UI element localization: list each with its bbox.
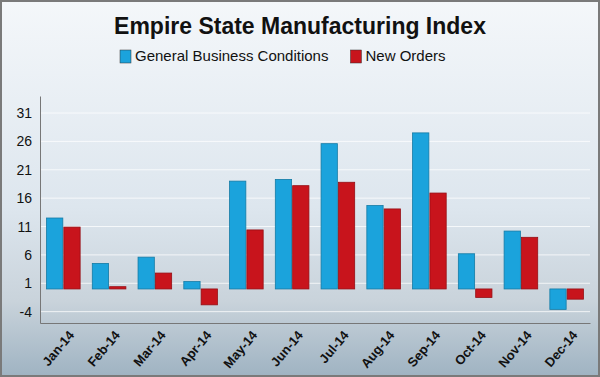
x-tick-label: Jan-14: [39, 327, 77, 369]
x-tick: Oct-14: [452, 323, 490, 368]
bar: [230, 181, 246, 289]
x-tick: Apr-14: [177, 323, 215, 369]
bar: [201, 289, 217, 305]
legend: General Business Conditions New Orders: [120, 47, 445, 64]
background: [1, 1, 599, 376]
y-tick-label: 1: [24, 275, 32, 291]
bar: [138, 257, 154, 289]
legend-label: General Business Conditions: [135, 47, 328, 64]
x-tick-label: Mar-14: [130, 327, 169, 369]
legend-swatch: [350, 50, 361, 63]
grid: [40, 113, 590, 312]
bar: [504, 231, 520, 289]
x-tick: Sep-14: [404, 323, 443, 370]
x-tick: Jun-14: [268, 323, 307, 369]
legend-swatch: [120, 50, 131, 63]
bar: [110, 287, 126, 289]
y-tick-label: 16: [16, 190, 32, 206]
y-tick: 16: [16, 190, 40, 206]
x-tick-label: Sep-14: [404, 327, 443, 370]
y-tick-label: 11: [17, 219, 32, 235]
bar: [430, 193, 446, 289]
x-tick-label: Dec-14: [542, 327, 581, 370]
x-axis: Jan-14Feb-14Mar-14Apr-14May-14Jun-14Jul-…: [39, 323, 590, 371]
x-tick-label: Nov-14: [495, 327, 535, 370]
x-tick-label: Oct-14: [452, 327, 490, 368]
x-tick-label: Jun-14: [268, 327, 307, 369]
bar: [476, 289, 492, 298]
x-tick-label: Aug-14: [358, 327, 398, 371]
x-axis-line: [41, 323, 591, 324]
bar: [155, 273, 171, 289]
y-tick: 21: [16, 162, 40, 178]
chart: Empire State Manufacturing Index General …: [0, 0, 600, 377]
bar: [64, 227, 80, 289]
x-tick-label: Jul-14: [316, 327, 352, 366]
y-tick: 26: [16, 133, 40, 149]
y-tick-label: 21: [16, 162, 32, 178]
y-tick-label: 26: [16, 133, 32, 149]
grid-line: [40, 226, 590, 227]
x-tick: Mar-14: [130, 323, 169, 369]
y-tick-label: -4: [20, 304, 33, 320]
bar: [184, 282, 200, 289]
title: Empire State Manufacturing Index: [114, 13, 486, 39]
legend-item: New Orders: [350, 47, 445, 64]
x-tick-label: Feb-14: [85, 327, 124, 369]
bar: [413, 133, 429, 289]
grid-line: [40, 141, 590, 142]
x-tick: May-14: [220, 323, 260, 371]
y-tick: 11: [17, 219, 40, 235]
bars: [47, 133, 584, 309]
x-tick-label: May-14: [220, 327, 260, 371]
grid-line: [40, 311, 590, 312]
y-tick-label: 31: [16, 105, 32, 121]
grid-line: [40, 113, 590, 114]
bar: [321, 144, 337, 289]
x-tick: Jul-14: [316, 323, 352, 366]
x-tick: Jan-14: [39, 323, 77, 369]
x-tick: Dec-14: [542, 323, 581, 370]
bar: [384, 209, 400, 289]
bar: [247, 230, 263, 289]
bar: [47, 218, 63, 289]
bar: [521, 237, 537, 289]
grid-line: [40, 169, 590, 170]
bar: [458, 254, 474, 289]
y-tick-label: 6: [24, 247, 32, 263]
bar: [567, 289, 583, 299]
bar: [338, 182, 354, 289]
grid-line: [40, 198, 590, 199]
y-tick: 6: [24, 247, 40, 263]
plot: -4161116212631Jan-14Feb-14Mar-14Apr-14Ma…: [16, 97, 590, 372]
bar: [550, 289, 566, 309]
y-tick: 1: [24, 275, 40, 291]
y-tick: -4: [20, 304, 40, 320]
y-tick: 31: [16, 105, 40, 121]
x-tick: Nov-14: [495, 323, 535, 371]
y-axis: -4161116212631: [16, 97, 40, 324]
bar: [293, 186, 309, 289]
bar: [275, 179, 291, 289]
legend-label: New Orders: [365, 47, 445, 64]
bar: [92, 263, 108, 289]
y-axis-line: [40, 97, 41, 324]
legend-item: General Business Conditions: [120, 47, 328, 64]
x-tick: Feb-14: [85, 323, 124, 369]
x-tick-label: Apr-14: [177, 327, 215, 369]
x-tick: Aug-14: [358, 323, 398, 371]
bar: [367, 206, 383, 289]
